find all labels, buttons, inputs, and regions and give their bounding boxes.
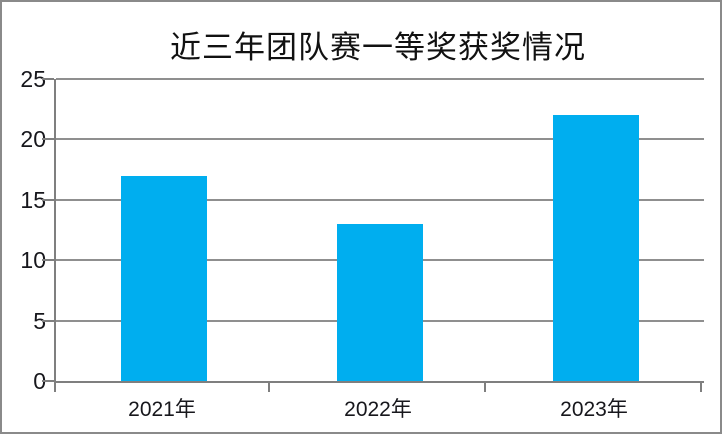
- gridline-15: [56, 198, 704, 201]
- y-axis-label-5: 5: [33, 307, 46, 334]
- y-axis-label-10: 10: [20, 247, 46, 274]
- x-axis-tick-1: [268, 381, 270, 392]
- x-axis-tick-2: [484, 381, 486, 392]
- x-axis-tick-3: [700, 381, 702, 392]
- gridline-20: [56, 138, 704, 141]
- x-axis-tick-0: [54, 381, 56, 392]
- plot-area: [54, 78, 704, 383]
- x-axis-label-2022年: 2022年: [344, 398, 412, 421]
- x-axis-label-2021年: 2021年: [128, 398, 196, 421]
- y-axis-label-15: 15: [20, 186, 46, 213]
- x-axis-label-2023年: 2023年: [560, 398, 628, 421]
- bar-2023年: [552, 115, 640, 381]
- bar-2022年: [336, 223, 424, 381]
- y-axis-tick-25: [42, 78, 54, 80]
- y-axis-tick-20: [42, 138, 54, 141]
- y-axis-tick-10: [42, 259, 54, 262]
- y-axis-label-25: 25: [20, 66, 46, 92]
- y-axis-label-20: 20: [20, 126, 46, 153]
- y-axis-tick-0: [42, 380, 54, 382]
- bar-2021年: [120, 175, 208, 381]
- y-axis-label-0: 0: [33, 368, 46, 394]
- gridline-25: [56, 78, 704, 80]
- y-axis-tick-5: [42, 319, 54, 322]
- chart-title: 近三年团队赛一等奖获奖情况: [170, 30, 586, 65]
- y-axis-tick-15: [42, 198, 54, 201]
